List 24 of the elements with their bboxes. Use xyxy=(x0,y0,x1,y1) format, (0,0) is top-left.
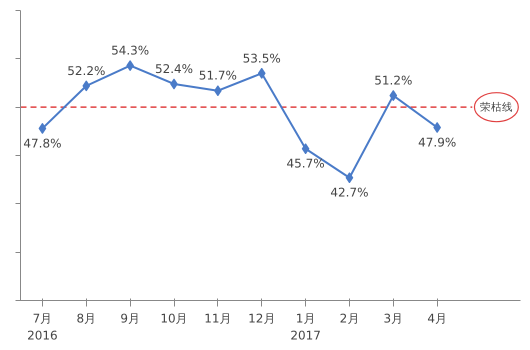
x-tick-label: 3月 xyxy=(383,312,404,326)
data-label: 52.4% xyxy=(154,62,194,76)
data-label: 51.7% xyxy=(198,68,237,83)
data-label: 42.7% xyxy=(330,186,369,200)
x-tick-label: 7月 2016 xyxy=(27,312,58,342)
x-tick-label: 12月 xyxy=(248,312,276,326)
point xyxy=(389,90,398,102)
data-label: 45.7% xyxy=(286,156,325,171)
data-label: 53.5% xyxy=(242,51,281,66)
point xyxy=(82,80,90,92)
x-tick-label: 11月 xyxy=(204,312,232,326)
x-tick-label: 2月 xyxy=(340,312,360,326)
data-label: 52.2% xyxy=(67,64,106,78)
data-label: 47.8% xyxy=(23,136,62,150)
x-tick-label: 8月 xyxy=(76,312,96,326)
ref-line-label: 荣枯线 xyxy=(480,100,513,114)
x-tick-label: 10月 xyxy=(160,312,188,326)
x-tick-label: 4月 xyxy=(427,312,447,326)
data-label: 51.2% xyxy=(374,74,412,88)
data-label: 47.9% xyxy=(418,135,456,150)
x-tick-label: 1月 2017 xyxy=(290,312,321,342)
point xyxy=(258,68,266,79)
x-tick-label: 9月 xyxy=(120,312,140,326)
data-label: 54.3% xyxy=(111,44,150,58)
